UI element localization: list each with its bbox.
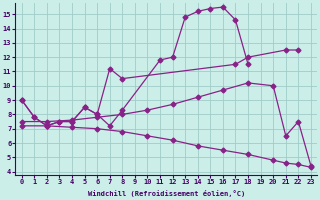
X-axis label: Windchill (Refroidissement éolien,°C): Windchill (Refroidissement éolien,°C) — [88, 190, 245, 197]
